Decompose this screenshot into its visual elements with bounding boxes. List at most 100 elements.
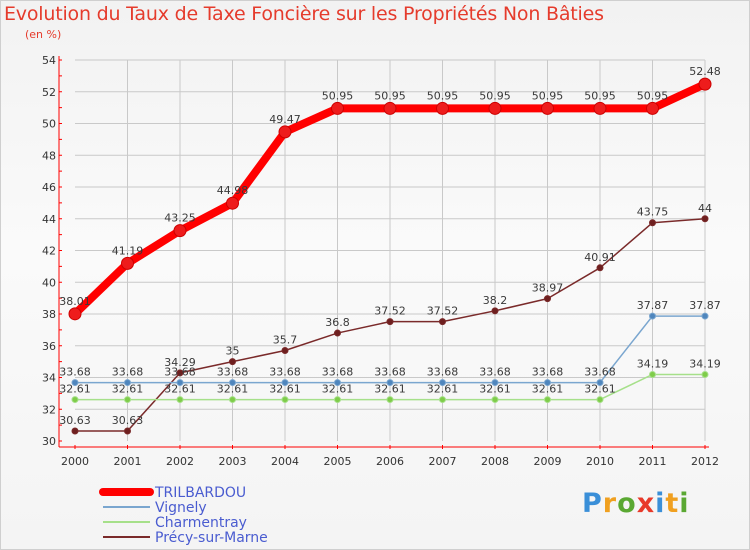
data-label-vignely: 33.68 bbox=[584, 366, 616, 379]
data-point-precy-sur-marne bbox=[544, 295, 551, 303]
legend-label-trilbardou: TRILBARDOU bbox=[154, 485, 246, 501]
data-label-precy-sur-marne: 30.63 bbox=[112, 414, 144, 427]
data-label-vignely: 33.68 bbox=[322, 366, 354, 379]
data-point-charmentray bbox=[124, 396, 131, 404]
data-point-trilbardou bbox=[593, 101, 607, 115]
y-tick-label: 54 bbox=[42, 54, 56, 67]
logo-letter: x bbox=[636, 488, 656, 519]
data-point-charmentray bbox=[439, 396, 446, 404]
data-label-trilbardou: 43.25 bbox=[164, 212, 196, 225]
data-label-precy-sur-marne: 44 bbox=[698, 202, 712, 215]
data-point-charmentray bbox=[596, 396, 604, 404]
data-label-vignely: 33.68 bbox=[532, 366, 564, 379]
data-labels: 30.63 30.63 34.29 35 35.7 36.8 37.52 37.52 38.2 3… bbox=[59, 65, 721, 427]
data-point-vignely bbox=[701, 312, 709, 320]
data-label-precy-sur-marne: 38.97 bbox=[532, 282, 564, 295]
data-point-precy-sur-marne bbox=[596, 264, 604, 272]
data-point-trilbardou bbox=[383, 101, 397, 115]
data-point-precy-sur-marne bbox=[439, 318, 446, 326]
y-tick-label: 38 bbox=[42, 308, 56, 321]
y-tick-label: 40 bbox=[42, 276, 56, 289]
x-tick-label: 2004 bbox=[271, 455, 299, 468]
logo-letter: i bbox=[679, 488, 690, 519]
data-label-precy-sur-marne: 36.8 bbox=[325, 316, 350, 329]
legend-label-vignely: Vignely bbox=[155, 500, 207, 516]
data-label-precy-sur-marne: 30.63 bbox=[59, 414, 91, 427]
data-label-trilbardou: 38.01 bbox=[59, 295, 91, 308]
data-label-vignely: 33.68 bbox=[427, 366, 459, 379]
logo-letter: P bbox=[582, 488, 603, 519]
data-point-precy-sur-marne bbox=[649, 219, 656, 227]
data-label-charmentray: 32.61 bbox=[269, 383, 301, 396]
data-label-vignely: 33.68 bbox=[112, 366, 144, 379]
y-tick-label: 30 bbox=[42, 435, 56, 448]
x-tick-label: 2002 bbox=[166, 455, 194, 468]
data-label-trilbardou: 49.47 bbox=[269, 113, 301, 126]
data-label-charmentray: 32.61 bbox=[584, 383, 616, 396]
data-label-vignely: 37.87 bbox=[689, 299, 721, 312]
legend: TRILBARDOUVignelyCharmentrayPrécy-sur-Ma… bbox=[99, 485, 268, 546]
data-point-precy-sur-marne bbox=[71, 427, 79, 435]
data-point-trilbardou bbox=[278, 125, 292, 139]
unit-label: (en %) bbox=[25, 28, 62, 41]
data-label-precy-sur-marne: 35.7 bbox=[273, 334, 298, 347]
data-label-charmentray: 32.61 bbox=[479, 383, 511, 396]
y-tick-label: 48 bbox=[42, 149, 56, 162]
data-label-charmentray: 32.61 bbox=[164, 383, 196, 396]
data-label-vignely: 33.68 bbox=[217, 366, 249, 379]
data-label-trilbardou: 50.95 bbox=[322, 89, 354, 102]
data-point-vignely bbox=[281, 379, 289, 387]
y-tick-label: 42 bbox=[42, 245, 56, 258]
data-label-charmentray: 32.61 bbox=[322, 383, 354, 396]
data-label-vignely: 33.68 bbox=[479, 366, 511, 379]
data-point-precy-sur-marne bbox=[281, 347, 289, 355]
y-tick-label: 44 bbox=[42, 213, 56, 226]
data-label-charmentray: 32.61 bbox=[59, 383, 91, 396]
data-label-trilbardou: 50.95 bbox=[584, 89, 616, 102]
data-label-trilbardou: 50.95 bbox=[374, 89, 406, 102]
data-point-vignely bbox=[649, 312, 656, 320]
data-point-charmentray bbox=[176, 396, 184, 404]
data-point-charmentray bbox=[544, 396, 551, 404]
data-point-charmentray bbox=[71, 396, 79, 404]
data-point-vignely bbox=[491, 379, 499, 387]
data-label-trilbardou: 44.98 bbox=[217, 184, 249, 197]
series-markers bbox=[68, 77, 712, 435]
x-tick-label: 2008 bbox=[481, 455, 509, 468]
y-tick-label: 50 bbox=[42, 118, 56, 131]
data-point-charmentray bbox=[334, 396, 341, 404]
x-tick-label: 2005 bbox=[324, 455, 352, 468]
data-point-charmentray bbox=[281, 396, 289, 404]
data-point-vignely bbox=[544, 379, 551, 387]
data-label-charmentray: 32.61 bbox=[427, 383, 459, 396]
data-point-precy-sur-marne bbox=[334, 329, 341, 337]
data-label-precy-sur-marne: 43.75 bbox=[637, 206, 669, 219]
data-label-charmentray: 32.61 bbox=[532, 383, 564, 396]
data-point-trilbardou bbox=[488, 101, 502, 115]
data-point-trilbardou bbox=[173, 224, 187, 238]
data-point-vignely bbox=[124, 379, 131, 387]
data-point-trilbardou bbox=[541, 101, 554, 115]
data-point-trilbardou bbox=[646, 101, 659, 115]
data-point-trilbardou bbox=[226, 196, 239, 210]
data-point-precy-sur-marne bbox=[491, 307, 499, 315]
data-label-trilbardou: 50.95 bbox=[532, 89, 564, 102]
data-label-vignely: 33.68 bbox=[164, 366, 196, 379]
data-label-vignely: 37.87 bbox=[637, 299, 669, 312]
y-tick-label: 52 bbox=[42, 86, 56, 99]
data-label-trilbardou: 41.19 bbox=[112, 244, 144, 257]
data-point-precy-sur-marne bbox=[176, 369, 184, 377]
data-point-trilbardou bbox=[68, 307, 82, 321]
data-point-charmentray bbox=[229, 396, 236, 404]
data-point-precy-sur-marne bbox=[124, 427, 131, 435]
data-label-precy-sur-marne: 37.52 bbox=[374, 305, 406, 318]
legend-label-precy-sur-marne: Précy-sur-Marne bbox=[155, 530, 268, 546]
data-point-trilbardou bbox=[331, 101, 344, 115]
data-label-trilbardou: 50.95 bbox=[637, 89, 669, 102]
data-label-charmentray: 34.19 bbox=[637, 357, 669, 370]
axes: 30 32 34 36 38 40 42 44 46 48 50 52 54 2000 2001 2002 20… bbox=[42, 54, 719, 468]
data-label-trilbardou: 50.95 bbox=[427, 89, 459, 102]
data-label-trilbardou: 50.95 bbox=[479, 89, 511, 102]
data-label-charmentray: 32.61 bbox=[374, 383, 406, 396]
logo-letter: r bbox=[602, 488, 618, 519]
